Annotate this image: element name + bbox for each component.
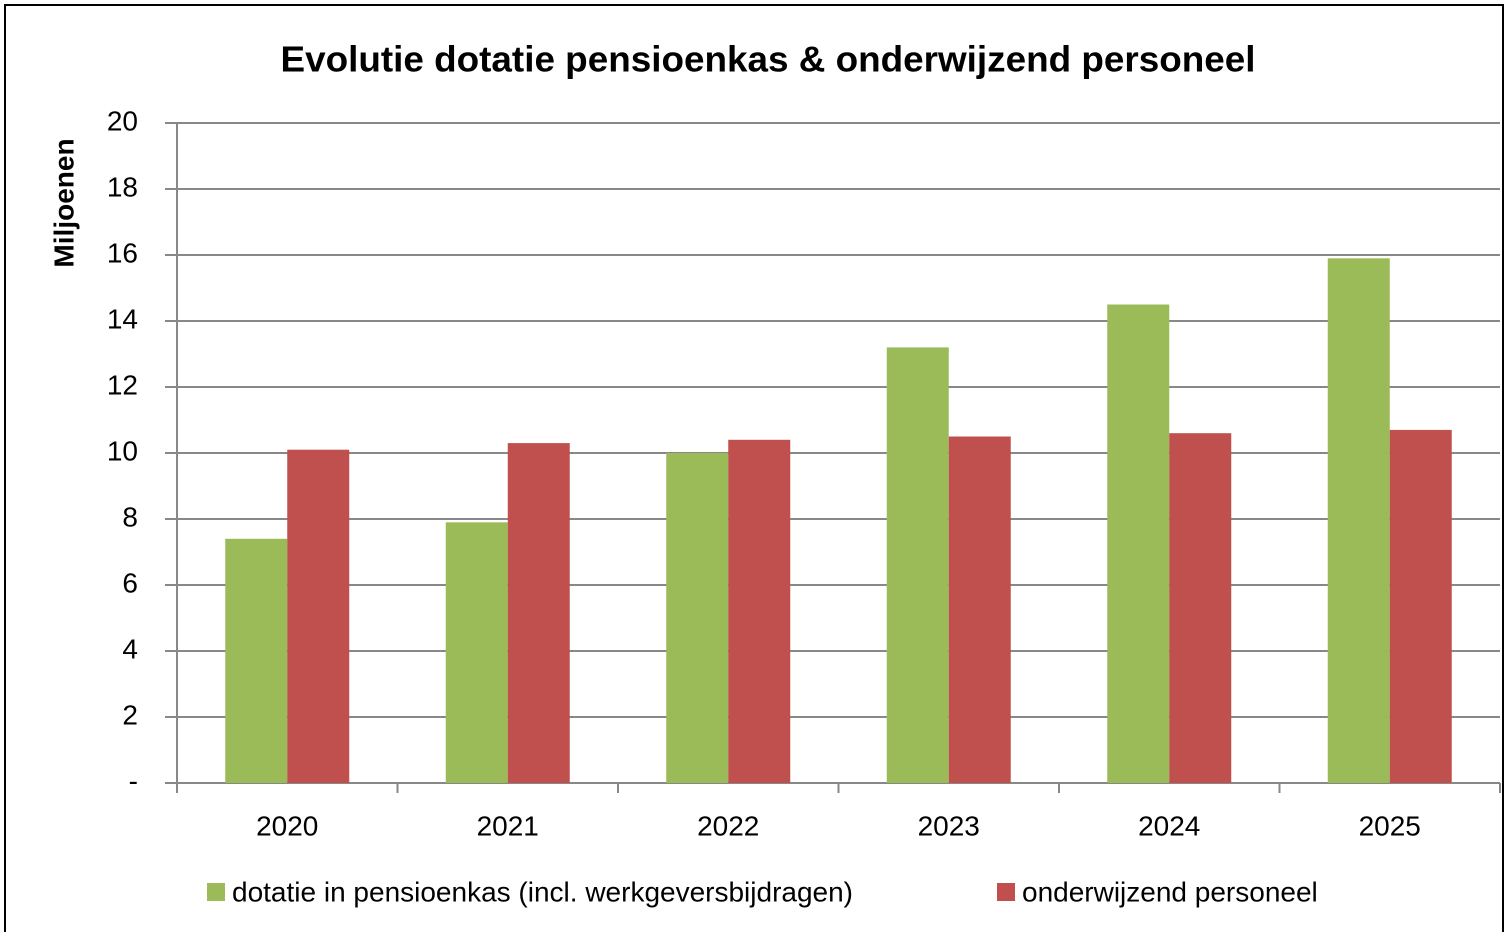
bar bbox=[948, 436, 1011, 783]
y-tick-label: 20 bbox=[107, 105, 138, 136]
bar bbox=[1169, 433, 1232, 783]
y-tick-label: 4 bbox=[122, 633, 138, 664]
y-tick-label: 14 bbox=[107, 303, 138, 334]
bar bbox=[225, 538, 288, 783]
y-tick-label: 12 bbox=[107, 369, 138, 400]
y-tick-label: 16 bbox=[107, 237, 138, 268]
bar bbox=[886, 347, 949, 783]
y-tick-label: 2 bbox=[122, 699, 138, 730]
y-tick-label: 18 bbox=[107, 171, 138, 202]
legend-label: onderwijzend personeel bbox=[1022, 876, 1318, 907]
x-tick-label: 2025 bbox=[1359, 810, 1421, 841]
bar bbox=[1389, 429, 1452, 783]
y-tick-label: 8 bbox=[122, 501, 138, 532]
y-tick-label: 10 bbox=[107, 435, 138, 466]
bar bbox=[507, 443, 570, 783]
y-tick-label: 6 bbox=[122, 567, 138, 598]
bar bbox=[445, 522, 508, 783]
legend-label: dotatie in pensioenkas (incl. werkgevers… bbox=[232, 876, 853, 907]
bar bbox=[1107, 304, 1170, 783]
bar bbox=[666, 453, 729, 783]
y-axis-label: Miljoenen bbox=[48, 138, 79, 267]
bar bbox=[1327, 258, 1390, 783]
legend-swatch bbox=[207, 883, 225, 901]
x-tick-label: 2023 bbox=[918, 810, 980, 841]
legend-swatch bbox=[997, 883, 1015, 901]
chart-title: Evolutie dotatie pensioenkas & onderwijz… bbox=[281, 39, 1256, 80]
y-tick-label: - bbox=[129, 765, 138, 796]
bar bbox=[287, 449, 350, 783]
x-tick-label: 2024 bbox=[1138, 810, 1200, 841]
bar bbox=[728, 439, 791, 783]
x-tick-label: 2020 bbox=[256, 810, 318, 841]
x-tick-label: 2021 bbox=[477, 810, 539, 841]
x-tick-label: 2022 bbox=[697, 810, 759, 841]
